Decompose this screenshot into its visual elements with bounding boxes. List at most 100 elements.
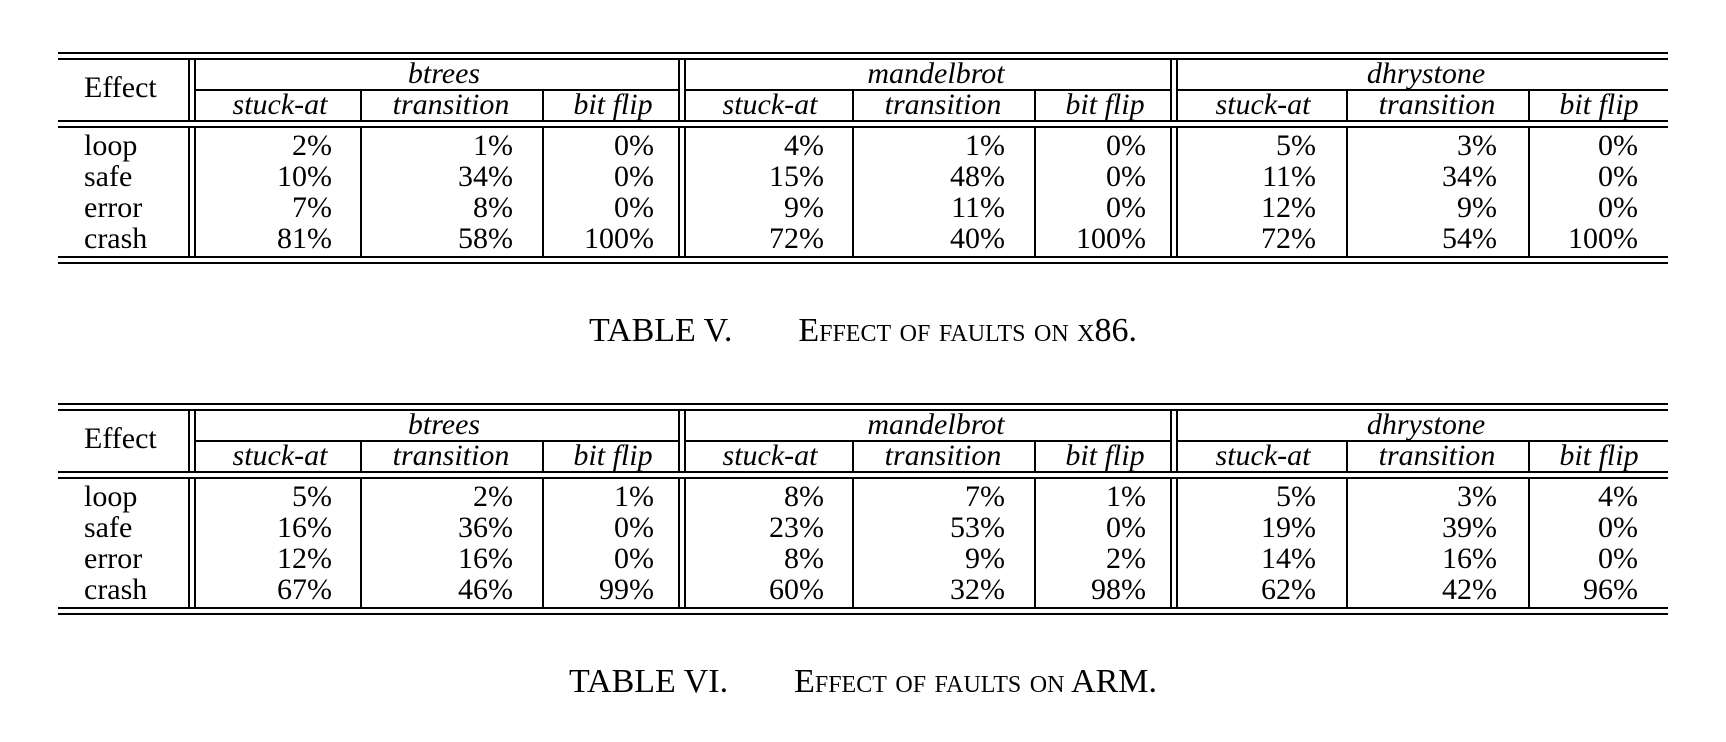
caption-number: TABLE VI. (569, 663, 729, 700)
row-label: crash (84, 573, 148, 606)
table-cell: 2% (1106, 542, 1146, 575)
table-cell: 53% (950, 511, 1005, 544)
table-cell: 7% (292, 191, 332, 224)
column-separator (360, 89, 362, 120)
column-separator (1346, 479, 1348, 607)
table-top-rule (58, 58, 1668, 60)
table-cell: 34% (458, 160, 513, 193)
fault-type-header: bit flip (1559, 439, 1639, 472)
table-cell: 10% (277, 160, 332, 193)
column-separator (542, 89, 544, 120)
fault-type-header: stuck-at (1215, 88, 1311, 121)
table-cell: 81% (277, 222, 332, 255)
table-cell: 0% (614, 160, 654, 193)
table-cell: 9% (965, 542, 1005, 575)
table-cell: 98% (1091, 573, 1146, 606)
column-separator (188, 411, 190, 471)
column-separator (1528, 440, 1530, 471)
fault-type-header: stuck-at (232, 88, 328, 121)
table-cell: 67% (277, 573, 332, 606)
benchmark-header: mandelbrot (867, 408, 1005, 441)
benchmark-header: btrees (407, 408, 481, 441)
fault-type-header: bit flip (1559, 88, 1639, 121)
column-separator (1346, 440, 1348, 471)
header-bottom-rule (58, 477, 1668, 479)
column-separator (678, 479, 680, 607)
table-cell: 48% (950, 160, 1005, 193)
table-cell: 5% (1276, 480, 1316, 513)
column-separator (684, 60, 686, 120)
column-separator (1170, 411, 1172, 471)
column-separator (1176, 411, 1178, 471)
table-cell: 8% (473, 191, 513, 224)
fault-type-header: bit flip (573, 439, 653, 472)
benchmark-underline (194, 440, 678, 442)
fault-type-header: bit flip (1065, 439, 1145, 472)
table-bottom-rule (58, 256, 1668, 258)
table-cell: 4% (784, 129, 824, 162)
column-separator (1528, 479, 1530, 607)
column-separator (1034, 479, 1036, 607)
table-cell: 3% (1457, 480, 1497, 513)
table-cell: 15% (769, 160, 824, 193)
column-separator (1170, 60, 1172, 120)
row-label: loop (84, 480, 138, 513)
table-cell: 1% (1106, 480, 1146, 513)
benchmark-underline (684, 440, 1170, 442)
table-cell: 0% (1598, 191, 1638, 224)
fault-type-header: transition (884, 88, 1002, 121)
table-cell: 0% (1106, 511, 1146, 544)
fault-type-header: transition (884, 439, 1002, 472)
table-cell: 16% (277, 511, 332, 544)
row-label: error (84, 542, 143, 575)
table-cell: 0% (1106, 129, 1146, 162)
column-separator (852, 479, 854, 607)
table-cell: 0% (1598, 542, 1638, 575)
column-separator (360, 440, 362, 471)
table-cell: 62% (1261, 573, 1316, 606)
column-separator (1170, 128, 1172, 256)
fault-type-header: transition (1378, 88, 1496, 121)
column-separator (1346, 89, 1348, 120)
table-bottom-rule (58, 607, 1668, 609)
table-cell: 0% (614, 542, 654, 575)
column-separator (360, 479, 362, 607)
table-cell: 5% (1276, 129, 1316, 162)
fault-type-header: bit flip (573, 88, 653, 121)
table-cell: 0% (1106, 160, 1146, 193)
column-separator (194, 479, 196, 607)
benchmark-underline (1176, 440, 1668, 442)
column-separator (542, 128, 544, 256)
table-cell: 12% (1261, 191, 1316, 224)
table-cell: 0% (614, 129, 654, 162)
column-separator (1176, 479, 1178, 607)
column-separator (194, 411, 196, 471)
column-separator (684, 128, 686, 256)
column-separator (852, 440, 854, 471)
table-cell: 0% (614, 511, 654, 544)
column-separator (852, 89, 854, 120)
table-cell: 11% (951, 191, 1005, 224)
table-bottom-rule (58, 613, 1668, 615)
table-cell: 40% (950, 222, 1005, 255)
table-cell: 46% (458, 573, 513, 606)
table-cell: 54% (1442, 222, 1497, 255)
row-label: safe (84, 160, 133, 193)
table-cell: 100% (1076, 222, 1146, 255)
table-cell: 9% (1457, 191, 1497, 224)
column-separator (188, 128, 190, 256)
column-separator (1034, 89, 1036, 120)
table-cell: 39% (1442, 511, 1497, 544)
table-cell: 11% (1262, 160, 1316, 193)
column-separator (852, 128, 854, 256)
table-cell: 60% (769, 573, 824, 606)
benchmark-underline (1176, 89, 1668, 91)
table-cell: 9% (784, 191, 824, 224)
table-cell: 72% (769, 222, 824, 255)
fault-type-header: bit flip (1065, 88, 1145, 121)
table-cell: 100% (584, 222, 654, 255)
row-label: loop (84, 129, 138, 162)
table-cell: 34% (1442, 160, 1497, 193)
table-cell: 99% (599, 573, 654, 606)
fault-type-header: transition (392, 88, 510, 121)
